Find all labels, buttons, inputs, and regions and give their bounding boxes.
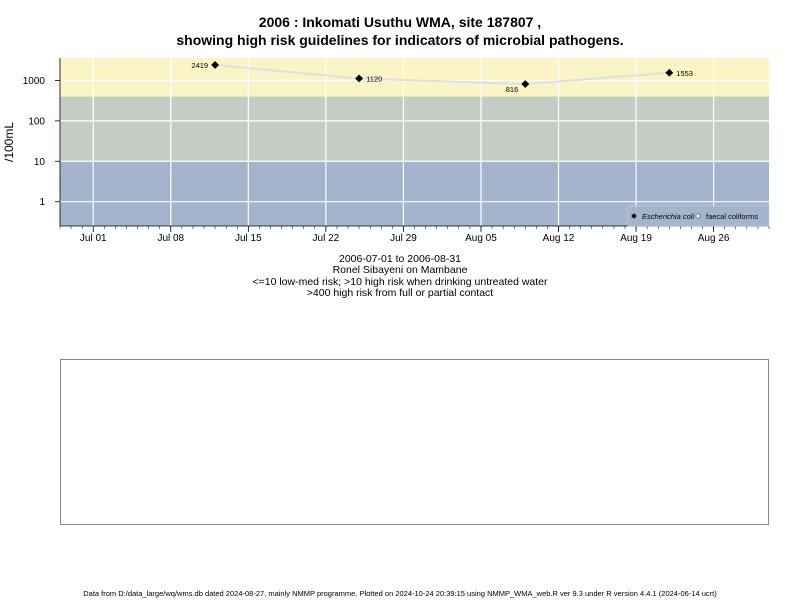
sampler-text: Ronel Sibayeni on Mambane [332, 264, 468, 276]
y-axis-label: /100mL [2, 122, 16, 162]
chart-title-line1: 2006 : Inkomati Usuthu WMA, site 187807 … [258, 14, 542, 30]
legend-label: Escherichia coli [642, 212, 694, 221]
footer-note: Data from D:/data_large/wq/wms.db dated … [83, 589, 717, 598]
chart-plot: Jul 01 Jul 08 Jul 15 Jul 22 Jul 29 Aug 05 Aug … [2, 58, 770, 244]
y-tick-label: 100 [28, 116, 45, 127]
data-label: 2419 [191, 61, 208, 70]
x-tick-label: Jul 29 [390, 233, 417, 244]
x-tick-label: Jul 15 [235, 233, 262, 244]
series-line [215, 63, 670, 86]
y-tick-label: 10 [34, 157, 46, 168]
empty-chart-panel [60, 359, 769, 525]
contact-risk-text: >400 high risk from full or partial cont… [306, 287, 494, 299]
data-point [665, 68, 674, 77]
data-point [211, 61, 220, 69]
y-tick-label: 1000 [23, 76, 46, 87]
risk-band-1 [60, 96, 769, 162]
data-label: 1553 [676, 69, 693, 78]
x-tick-label: Jul 01 [80, 233, 107, 244]
x-tick-label: Aug 05 [465, 233, 497, 244]
date-range-text: 2006-07-01 to 2006-08-31 [338, 253, 461, 265]
legend-marker [631, 213, 637, 219]
data-label: 816 [506, 85, 519, 94]
legend-label: faecal coliforms [706, 212, 758, 221]
x-tick-label: Jul 22 [313, 233, 340, 244]
risk-band-2 [60, 58, 769, 97]
risk-guideline-text: <=10 low-med risk; >10 high risk when dr… [252, 276, 548, 288]
x-tick-label: Aug 19 [620, 233, 652, 244]
chart-title-line2: showing high risk guidelines for indicat… [176, 32, 624, 48]
x-tick-label: Aug 12 [543, 233, 575, 244]
data-point [355, 74, 364, 83]
data-label: 1120 [366, 74, 382, 83]
y-tick-label: 1 [39, 197, 45, 208]
data-point [521, 80, 530, 88]
legend-marker [695, 213, 701, 219]
x-tick-label: Aug 26 [698, 233, 730, 244]
x-tick-label: Jul 08 [157, 233, 184, 244]
